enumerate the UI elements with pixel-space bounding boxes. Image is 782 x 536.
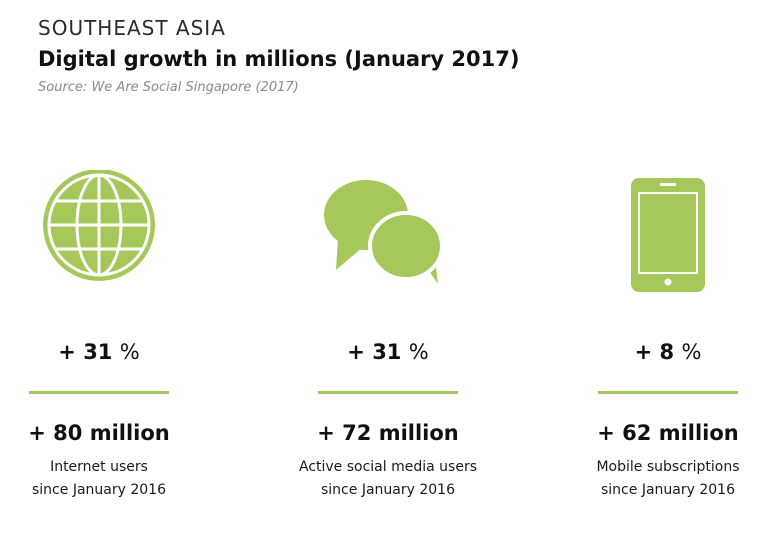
percent-growth: + 31 % — [347, 340, 429, 364]
source-note: Source: We Are Social Singapore (2017) — [38, 80, 299, 95]
stat-mobile-subscriptions: + 8 % + 62 million Mobile subscriptions … — [548, 0, 782, 536]
growth-amount: + 62 million — [597, 421, 739, 445]
stat-internet-users: + 31 % + 80 million Internet users since… — [0, 0, 219, 536]
divider — [598, 391, 738, 394]
stat-description: Mobile subscriptions since January 2016 — [596, 459, 740, 498]
percent-growth: + 8 % — [634, 340, 702, 364]
growth-amount: + 80 million — [28, 421, 170, 445]
mobile-phone-icon — [548, 170, 782, 300]
page-title: Digital growth in millions (January 2017… — [38, 47, 520, 71]
divider — [318, 391, 458, 394]
stat-social-media-users: + 31 % + 72 million Active social media … — [268, 0, 508, 536]
globe-icon — [0, 170, 219, 300]
section-kicker: SOUTHEAST ASIA — [38, 16, 226, 40]
divider — [29, 391, 169, 394]
speech-bubbles-icon — [268, 170, 508, 300]
stat-description: Active social media users since January … — [298, 459, 477, 498]
growth-amount: + 72 million — [317, 421, 459, 445]
stat-description: Internet users since January 2016 — [32, 459, 166, 498]
percent-growth: + 31 % — [58, 340, 140, 364]
